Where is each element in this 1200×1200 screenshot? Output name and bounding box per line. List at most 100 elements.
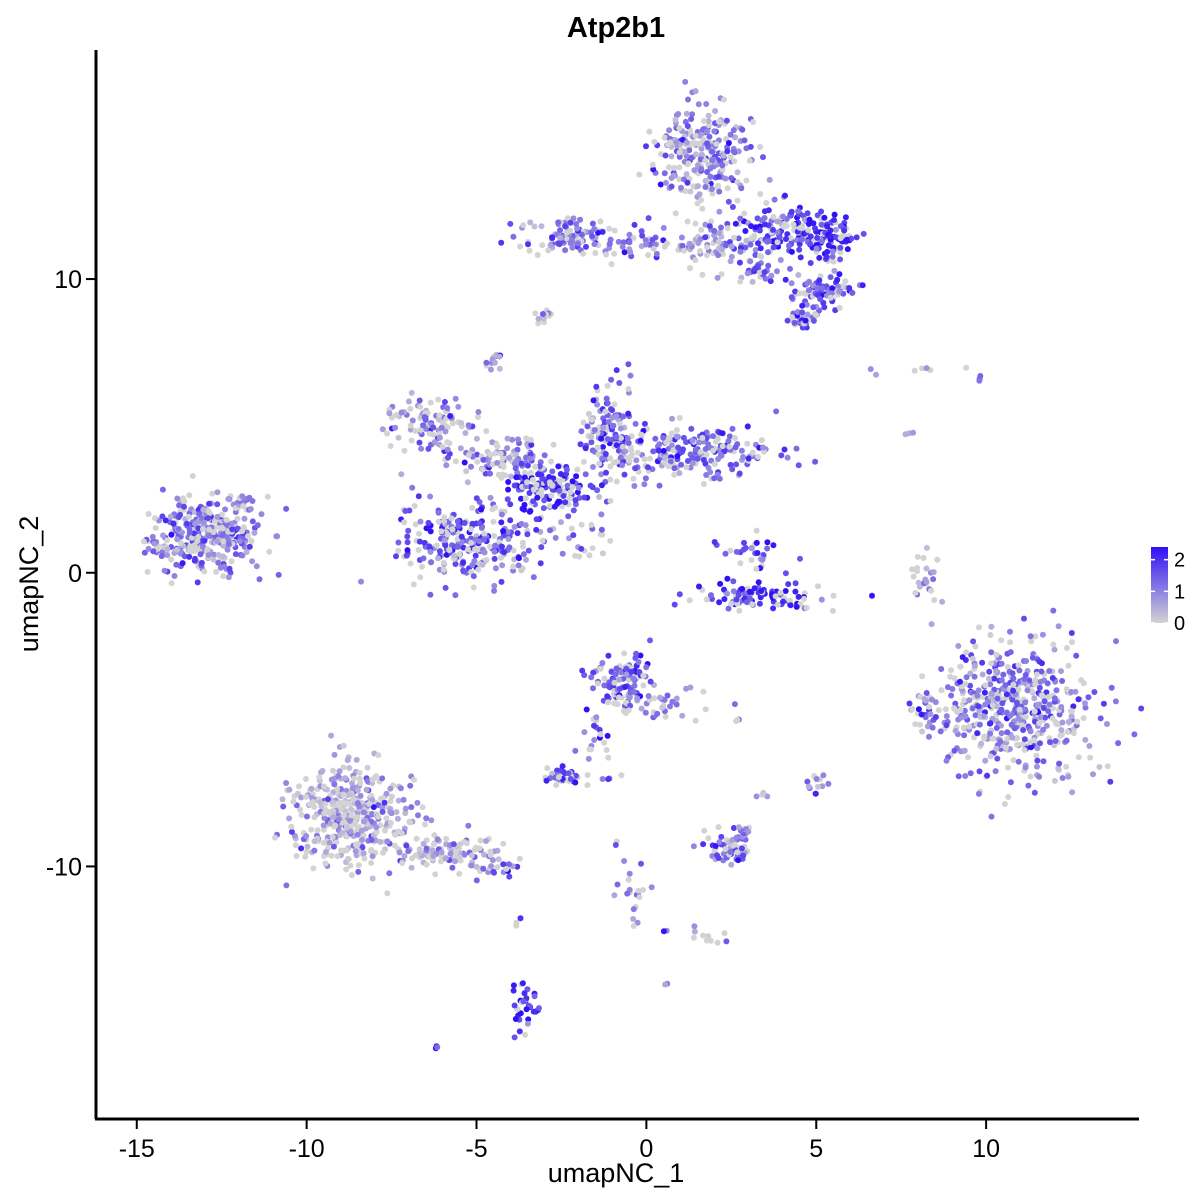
cell-point bbox=[631, 682, 638, 689]
cell-point bbox=[1100, 700, 1107, 707]
cell-point bbox=[1055, 623, 1062, 630]
cell-point bbox=[943, 757, 950, 764]
cell-point bbox=[423, 861, 430, 868]
cell-point bbox=[507, 517, 514, 524]
cell-point bbox=[563, 466, 570, 473]
cell-point bbox=[628, 447, 635, 454]
cell-point bbox=[283, 780, 290, 786]
cell-point bbox=[667, 458, 674, 465]
cell-point bbox=[558, 503, 565, 510]
cell-point bbox=[712, 108, 719, 114]
cell-point bbox=[651, 138, 658, 145]
cell-point bbox=[350, 796, 357, 803]
cell-point bbox=[979, 659, 986, 666]
cell-point bbox=[423, 845, 430, 852]
cell-point bbox=[604, 699, 611, 706]
cell-point bbox=[1038, 668, 1045, 675]
cell-point bbox=[774, 239, 781, 246]
cell-point bbox=[626, 231, 633, 238]
cell-point bbox=[504, 435, 511, 442]
cell-point bbox=[835, 283, 842, 290]
cell-point bbox=[803, 604, 810, 611]
cell-point bbox=[311, 847, 318, 854]
cell-point bbox=[348, 806, 354, 813]
cell-point bbox=[747, 241, 754, 248]
cell-point bbox=[930, 569, 937, 576]
cell-point bbox=[641, 420, 648, 427]
cell-point bbox=[701, 118, 707, 124]
cell-point bbox=[1075, 754, 1082, 761]
cell-point bbox=[782, 192, 788, 199]
cell-point bbox=[408, 437, 415, 444]
cell-point bbox=[795, 462, 802, 469]
cell-point bbox=[724, 148, 731, 155]
x-tick-label: -15 bbox=[119, 1135, 155, 1163]
cell-point bbox=[709, 148, 715, 155]
cell-point bbox=[1063, 737, 1070, 744]
cell-point bbox=[761, 269, 768, 276]
cell-point bbox=[982, 682, 989, 689]
cell-point bbox=[546, 474, 553, 480]
cell-point bbox=[985, 698, 992, 705]
cell-point bbox=[581, 494, 588, 501]
cell-point bbox=[568, 525, 575, 532]
cell-point bbox=[752, 265, 759, 272]
cell-point bbox=[707, 592, 714, 599]
cell-point bbox=[1002, 744, 1009, 751]
cell-point bbox=[584, 423, 591, 430]
cell-point bbox=[977, 373, 984, 379]
cell-point bbox=[701, 827, 708, 834]
cell-point bbox=[191, 557, 198, 564]
cell-point bbox=[516, 1028, 523, 1035]
cell-point bbox=[672, 210, 679, 217]
cell-point bbox=[213, 568, 220, 575]
cell-point bbox=[698, 197, 704, 204]
cell-point bbox=[528, 469, 534, 476]
cell-point bbox=[827, 227, 834, 234]
cell-point bbox=[251, 529, 258, 536]
cell-point bbox=[158, 553, 165, 560]
cell-point bbox=[398, 409, 405, 416]
cell-point bbox=[353, 841, 359, 848]
cell-point bbox=[625, 876, 632, 883]
cell-point bbox=[407, 782, 414, 789]
cell-point bbox=[494, 459, 501, 466]
cell-point bbox=[630, 235, 637, 241]
cell-point bbox=[1138, 705, 1145, 712]
cell-point bbox=[331, 751, 338, 758]
cell-point bbox=[915, 579, 922, 586]
cell-point bbox=[152, 515, 158, 522]
cell-point bbox=[405, 848, 412, 855]
cell-point bbox=[727, 131, 734, 138]
cell-point bbox=[604, 436, 611, 442]
cell-point bbox=[353, 756, 360, 763]
cell-point bbox=[521, 506, 528, 513]
cell-point bbox=[311, 814, 318, 821]
cell-point bbox=[343, 847, 350, 854]
cell-point bbox=[563, 229, 570, 236]
cell-point bbox=[843, 236, 850, 243]
cell-point bbox=[185, 513, 192, 520]
cell-point bbox=[780, 598, 787, 605]
cell-point bbox=[417, 426, 424, 433]
cell-point bbox=[784, 454, 791, 461]
cell-point bbox=[396, 849, 403, 856]
cell-point bbox=[616, 694, 622, 701]
cell-point bbox=[171, 573, 178, 579]
cell-point bbox=[384, 838, 391, 845]
cell-point bbox=[640, 672, 647, 679]
cell-point bbox=[832, 226, 839, 233]
cell-point bbox=[594, 444, 601, 451]
cell-point bbox=[672, 116, 679, 123]
cell-point bbox=[211, 551, 218, 558]
cell-point bbox=[457, 445, 464, 452]
cell-point bbox=[442, 428, 449, 435]
cell-point bbox=[814, 234, 821, 241]
cell-point bbox=[539, 242, 546, 249]
x-axis-title: umapNC_1 bbox=[548, 1158, 685, 1188]
cell-point bbox=[1036, 684, 1043, 691]
cell-point bbox=[428, 817, 435, 824]
cell-point bbox=[786, 242, 792, 249]
cell-point bbox=[430, 424, 437, 431]
cell-point bbox=[572, 779, 579, 786]
